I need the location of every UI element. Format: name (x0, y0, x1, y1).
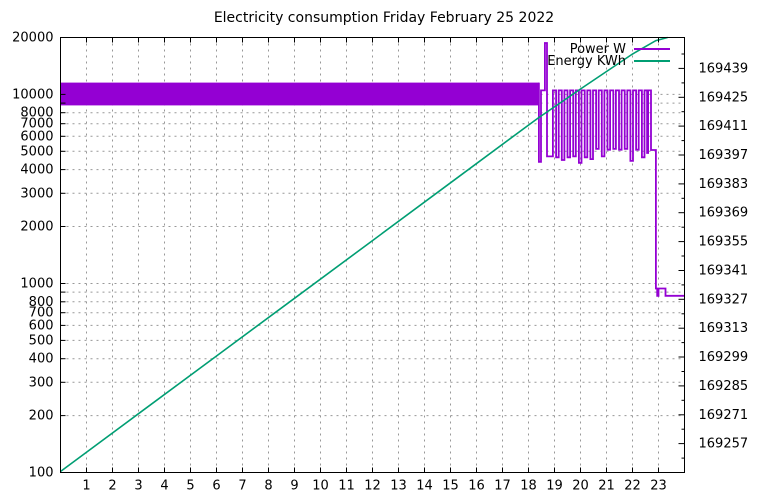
y-right-tick-label: 169327 (699, 292, 749, 307)
y-left-tick-label: 500 (29, 333, 54, 348)
y-right-tick-label: 169411 (699, 119, 749, 134)
x-tick-label: 22 (624, 479, 641, 494)
y-right-tick-label: 169369 (699, 206, 749, 221)
x-tick-label: 9 (290, 479, 298, 494)
y-left-tick-label: 800 (29, 295, 54, 310)
y-left-tick-label: 400 (29, 352, 54, 367)
legend-sample-line (634, 60, 670, 62)
y-left-tick-label: 4000 (20, 163, 53, 178)
x-tick-label: 8 (264, 479, 272, 494)
x-tick-label: 12 (364, 479, 381, 494)
y-left-tick-label: 5000 (20, 144, 53, 159)
legend: Power W Energy KWh (547, 41, 670, 69)
y-left-tick-label: 20000 (12, 31, 53, 46)
y-right-tick-label: 169355 (699, 235, 749, 250)
y-left-tick-label: 10000 (12, 87, 53, 102)
x-tick-label: 21 (598, 479, 615, 494)
x-tick-label: 11 (338, 479, 355, 494)
power-series-band (60, 82, 539, 106)
y-right-tick-label: 169257 (699, 437, 749, 452)
legend-item-energy: Energy KWh (547, 53, 670, 69)
y-left-tick-label: 700 (29, 306, 54, 321)
x-tick-label: 2 (108, 479, 116, 494)
x-tick-label: 23 (650, 479, 667, 494)
y-right-tick-label: 169313 (699, 321, 749, 336)
y-right-tick-label: 169425 (699, 90, 749, 105)
y-left-tick-label: 8000 (20, 106, 53, 121)
y-left-tick-label: 2000 (20, 220, 53, 235)
legend-label-power: Power W (569, 41, 626, 57)
y-right-tick-label: 169383 (699, 177, 749, 192)
y-right-tick-label: 169397 (699, 148, 749, 163)
y-left-tick-label: 200 (29, 409, 54, 424)
y-left-tick-label: 1000 (20, 277, 53, 292)
x-tick-label: 4 (160, 479, 168, 494)
power-series-line (538, 42, 685, 297)
x-tick-label: 16 (468, 479, 485, 494)
legend-item-power: Power W (547, 41, 670, 57)
x-tick-label: 13 (390, 479, 407, 494)
y-right-tick-label: 169285 (699, 379, 749, 394)
x-tick-label: 3 (134, 479, 142, 494)
y-right-tick-label: 169439 (699, 61, 749, 76)
y-left-tick-label: 7000 (20, 117, 53, 132)
x-tick-label: 6 (212, 479, 220, 494)
x-tick-label: 15 (442, 479, 459, 494)
y-left-tick-label: 600 (29, 318, 54, 333)
legend-label-energy: Energy KWh (547, 53, 626, 69)
x-tick-label: 10 (312, 479, 329, 494)
y-left-tick-label: 100 (29, 466, 54, 481)
chart-title: Electricity consumption Friday February … (213, 10, 555, 26)
y-left-tick-label: 3000 (20, 186, 53, 201)
x-tick-label: 7 (238, 479, 246, 494)
x-tick-label: 5 (186, 479, 194, 494)
y-right-tick-label: 169341 (699, 264, 749, 279)
y-left-tick-label: 300 (29, 375, 54, 390)
y-left-tick-label: 6000 (20, 129, 53, 144)
x-tick-label: 14 (416, 479, 433, 494)
legend-sample-line (634, 48, 670, 50)
energy-series-line (60, 36, 668, 473)
x-tick-label: 20 (572, 479, 589, 494)
x-tick-label: 1 (82, 479, 90, 494)
x-tick-label: 19 (546, 479, 563, 494)
y-right-tick-label: 169271 (699, 408, 749, 423)
x-tick-label: 18 (520, 479, 537, 494)
y-right-tick-label: 169299 (699, 350, 749, 365)
x-tick-label: 17 (494, 479, 511, 494)
